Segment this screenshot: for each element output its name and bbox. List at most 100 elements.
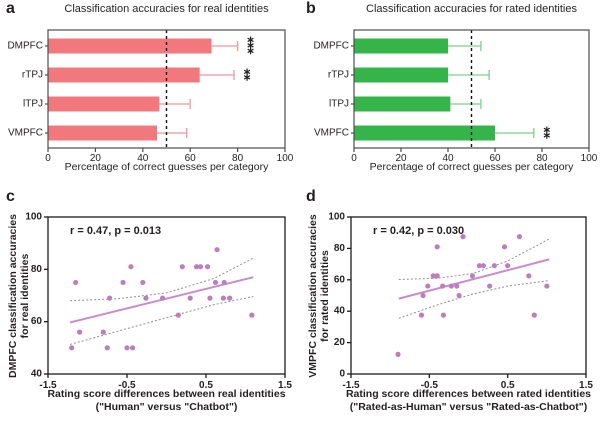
- data-point: [143, 295, 149, 301]
- data-point: [227, 295, 233, 301]
- panel-c-xaxis-label-line2: ("Human" versus "Chatbot"): [95, 400, 238, 413]
- data-point: [480, 263, 486, 269]
- x-tick-label: 100: [581, 153, 598, 164]
- data-point: [469, 273, 476, 279]
- significance-star: ∗: [246, 46, 254, 57]
- data-point: [214, 247, 220, 253]
- y-tick-label: 60: [334, 274, 346, 285]
- data-point: [434, 273, 440, 279]
- category-label: VMPFC: [8, 128, 43, 139]
- data-point: [544, 283, 550, 289]
- category-label: VMPFC: [314, 128, 349, 139]
- bar-rTPJ: [48, 67, 200, 83]
- data-point: [448, 283, 454, 289]
- panel-b-xaxis-label: Percentage of correct guesses per catego…: [369, 161, 574, 173]
- data-point: [179, 264, 185, 270]
- significance-star: ∗: [246, 35, 254, 46]
- data-point: [120, 279, 126, 286]
- data-point: [454, 283, 460, 289]
- data-point: [526, 273, 532, 279]
- x-tick-label: 0: [351, 153, 357, 164]
- category-label: lTPJ: [329, 99, 349, 110]
- data-point: [140, 279, 146, 286]
- data-point: [69, 345, 75, 351]
- confidence-band-upper: [70, 257, 254, 302]
- panel-letter-d: d: [306, 188, 316, 205]
- data-point: [193, 264, 200, 270]
- data-point: [505, 263, 511, 269]
- data-point: [440, 312, 447, 318]
- panel-a-title: Classification accuracies for real ident…: [64, 3, 269, 15]
- data-point: [159, 295, 166, 301]
- data-point: [395, 351, 401, 357]
- panel-d-xaxis-label-line2: ("Rated-as-Human" versus "Rated-as-Chatb…: [349, 400, 588, 413]
- significance-star: ∗: [243, 72, 251, 83]
- y-tick-label: 100: [328, 212, 345, 223]
- data-point: [204, 264, 211, 270]
- category-label: rTPJ: [22, 70, 43, 81]
- category-label: DMPFC: [7, 41, 43, 52]
- panel-c-yaxis-label: DMPFC classification accuracies for real…: [7, 201, 31, 391]
- panel-letter-a: a: [6, 0, 15, 17]
- data-point: [128, 264, 134, 270]
- panel-c-xaxis-label: Rating score differences between real id…: [28, 388, 305, 413]
- confidence-band-upper: [398, 238, 550, 280]
- bar-DMPFC: [354, 38, 448, 54]
- panel-d-yaxis-label-line2: for rated identities: [319, 250, 331, 342]
- panel-letter-b: b: [306, 0, 316, 17]
- panel-a-xaxis-label: Percentage of correct guesses per catego…: [64, 161, 269, 173]
- bar-lTPJ: [48, 96, 160, 112]
- plot-frame: [47, 216, 286, 375]
- category-label: rTPJ: [328, 70, 349, 81]
- data-point: [129, 345, 136, 351]
- category-label: lTPJ: [23, 99, 43, 110]
- x-tick-label: 1.5: [579, 380, 593, 391]
- data-point: [175, 312, 181, 318]
- panel-c-yaxis-label-line1: DMPFC classification accuracies: [7, 214, 19, 378]
- data-point: [104, 345, 110, 351]
- x-tick-label: 60: [489, 153, 501, 164]
- x-tick-label: 100: [277, 153, 294, 164]
- x-tick-label: 0.5: [501, 380, 515, 391]
- data-point: [187, 295, 193, 301]
- data-point: [249, 312, 255, 318]
- plot-frame: [353, 29, 590, 149]
- data-point: [207, 295, 213, 301]
- data-point: [100, 329, 106, 335]
- x-tick-label: 60: [185, 153, 197, 164]
- bar-rTPJ: [354, 67, 448, 83]
- data-point: [456, 292, 462, 299]
- data-point: [425, 283, 431, 289]
- panel-d-yaxis-label: VMPFC classification accuracies for rate…: [307, 201, 331, 391]
- data-point: [221, 279, 227, 286]
- data-point: [124, 345, 130, 351]
- data-point: [73, 279, 79, 286]
- panel-c-xaxis-label-line1: Rating score differences between real id…: [47, 388, 286, 400]
- data-point: [460, 234, 466, 240]
- bar-chart-rated-identities: DMPFC rTPJ lTPJ VMPFC ∗∗ 0 20 40 60 80 100: [313, 29, 598, 164]
- data-point: [420, 292, 426, 299]
- category-label: DMPFC: [313, 41, 349, 52]
- scatter-plot-vmpfc-rated: -1.5 -0.5 0.5 1.5 0 20 40 60 80 100 r = 0.42, p = …: [328, 212, 593, 392]
- y-tick-label: 80: [31, 264, 43, 275]
- data-point: [491, 263, 497, 269]
- x-tick-label: 1.5: [278, 380, 292, 391]
- x-tick-label: -0.5: [118, 380, 136, 391]
- y-tick-label: 80: [334, 243, 346, 254]
- y-tick-label: 20: [334, 337, 346, 348]
- correlation-annotation: r = 0.42, p = 0.030: [373, 225, 464, 237]
- y-tick-label: 40: [334, 306, 346, 317]
- x-tick-label: 40: [137, 153, 149, 164]
- data-point: [440, 283, 446, 289]
- x-tick-label: 0.5: [199, 380, 213, 391]
- data-point: [476, 263, 483, 269]
- bar-lTPJ: [354, 96, 451, 112]
- x-tick-label: 0: [45, 153, 51, 164]
- data-point: [531, 312, 537, 318]
- x-tick-label: 80: [536, 153, 548, 164]
- x-tick-label: 20: [395, 153, 407, 164]
- y-tick-label: 40: [31, 369, 43, 380]
- significance-star: ∗: [243, 67, 251, 78]
